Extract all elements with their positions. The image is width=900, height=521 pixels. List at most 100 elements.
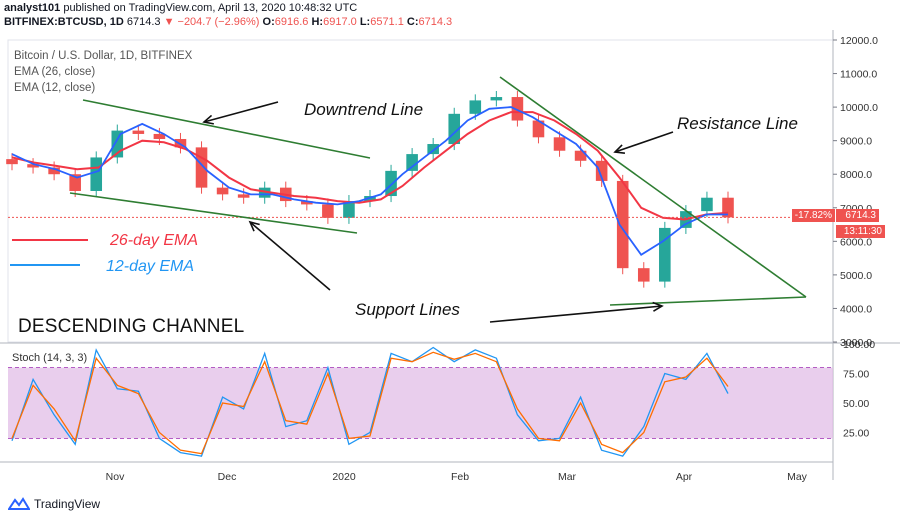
candle-body[interactable] [553, 137, 566, 151]
low-value: 6571.1 [370, 16, 404, 28]
stoch-d-line [11, 351, 729, 455]
publish-info: analyst101 published on TradingView.com,… [4, 2, 357, 14]
time-tick-label: Mar [558, 471, 577, 483]
candle-body[interactable] [532, 120, 545, 138]
price-tick-label: 12000.0 [840, 35, 878, 47]
ema26-line [11, 111, 729, 221]
annotation-arrow [489, 305, 663, 323]
candle-body[interactable] [90, 157, 103, 191]
publisher-name[interactable]: analyst101 [4, 2, 61, 14]
price-tick-label: 9000.0 [840, 136, 872, 148]
support-line[interactable] [609, 296, 807, 306]
resistance-label: Resistance Line [677, 114, 798, 133]
candle-body[interactable] [153, 133, 166, 139]
candle-body[interactable] [343, 201, 355, 218]
open-value: 6916.6 [274, 16, 309, 28]
time-tick-label: Feb [451, 471, 469, 483]
time-tick-label: Dec [218, 471, 237, 483]
candle-body[interactable] [469, 100, 482, 114]
high-label: H: [311, 16, 324, 28]
candle-body[interactable] [616, 180, 629, 269]
arrow-head [652, 301, 664, 312]
price-tick-label: 10000.0 [840, 102, 878, 114]
ema12-line [11, 106, 728, 257]
candle-body[interactable] [722, 197, 734, 218]
candle-body[interactable] [48, 167, 60, 175]
candle-body[interactable] [258, 187, 271, 198]
price-tick-label: 5000.0 [840, 270, 872, 282]
stoch-tick-label: 100.00 [843, 339, 875, 351]
stoch-band [8, 367, 833, 439]
candle-body[interactable] [448, 113, 461, 145]
chart-legend-title: Bitcoin / U.S. Dollar, 1D, BITFINEX [14, 50, 193, 62]
stoch-tick-label: 50.00 [843, 398, 869, 410]
candle-body[interactable] [132, 130, 145, 134]
price-badge: 6714.3 [836, 209, 879, 222]
channel-label: DESCENDING CHANNEL [18, 316, 245, 337]
price-tick-label: 6000.0 [840, 236, 872, 248]
time-tick-label: May [787, 471, 808, 483]
percent-badge: -17.82% [792, 209, 835, 222]
stoch-tick-label: 75.00 [843, 369, 869, 381]
open-label: O: [262, 16, 275, 28]
down-arrow-icon: ▼ [163, 16, 175, 28]
ema26-label: 26-day EMA [110, 232, 199, 249]
low-label: L: [359, 16, 371, 28]
arrow-head [202, 114, 214, 125]
last-close: 6714.3 [126, 16, 161, 28]
candle-body[interactable] [301, 201, 313, 205]
publish-details: published on TradingView.com, April 13, … [60, 2, 358, 14]
annotation-arrow [249, 221, 331, 291]
arrow-head [613, 144, 626, 154]
candle-body[interactable] [427, 144, 439, 155]
arrow-head [248, 220, 260, 232]
lower-channel-line[interactable] [69, 192, 358, 234]
candle-body[interactable] [111, 130, 124, 158]
footer-brand[interactable]: TradingView [8, 497, 100, 511]
candle-body[interactable] [385, 170, 397, 197]
candle-body[interactable] [406, 154, 418, 171]
price-tick-label: 11000.0 [840, 69, 877, 81]
time-tick-label: Nov [106, 471, 125, 483]
candle-body[interactable] [237, 194, 250, 198]
time-tick-label: Apr [676, 471, 693, 483]
price-tick-label: 8000.0 [840, 169, 872, 181]
candle-body[interactable] [490, 97, 503, 101]
price-change: −204.7 (−2.96%) [177, 16, 260, 28]
annotation-arrow [614, 131, 674, 153]
ema12-legend: EMA (12, close) [14, 82, 96, 94]
candle-body[interactable] [574, 150, 587, 161]
resistance-line[interactable] [499, 76, 807, 298]
candle-body[interactable] [195, 147, 208, 188]
candle-body[interactable] [637, 268, 650, 282]
candle-body[interactable] [595, 160, 608, 181]
candle-body[interactable] [701, 197, 713, 212]
candle-body[interactable] [659, 227, 671, 282]
annotation-arrow [203, 101, 279, 123]
brand-name: TradingView [34, 497, 101, 511]
price-pane-frame [7, 39, 834, 343]
stoch-title: Stoch (14, 3, 3) [12, 352, 88, 364]
close-value: 6714.3 [418, 16, 453, 28]
candle-body[interactable] [216, 187, 229, 195]
downtrend-label: Downtrend Line [304, 100, 424, 119]
close-label: C: [406, 16, 419, 28]
candle-body[interactable] [27, 164, 39, 168]
candle-body[interactable] [511, 97, 524, 121]
downtrend-line[interactable] [82, 99, 371, 159]
ema26-legend: EMA (26, close) [14, 66, 96, 78]
ohlc-line: BITFINEX:BTCUSD, 1D 6714.3 ▼ −204.7 (−2.… [4, 16, 452, 28]
candle-body[interactable] [6, 159, 18, 165]
time-tick-label: 2020 [332, 471, 356, 483]
candle-body[interactable] [322, 204, 334, 218]
price-tick-label: 4000.0 [840, 303, 872, 315]
support-label: Support Lines [355, 300, 460, 319]
price-tick-label: 3000.0 [840, 337, 872, 349]
high-value: 6917.0 [323, 16, 357, 28]
symbol-label: BITFINEX:BTCUSD, 1D [4, 16, 124, 28]
ema12-label: 12-day EMA [106, 258, 195, 275]
countdown-badge: 13:11:30 [836, 225, 885, 238]
candle-body[interactable] [69, 174, 81, 191]
stoch-tick-label: 25.00 [843, 428, 869, 440]
